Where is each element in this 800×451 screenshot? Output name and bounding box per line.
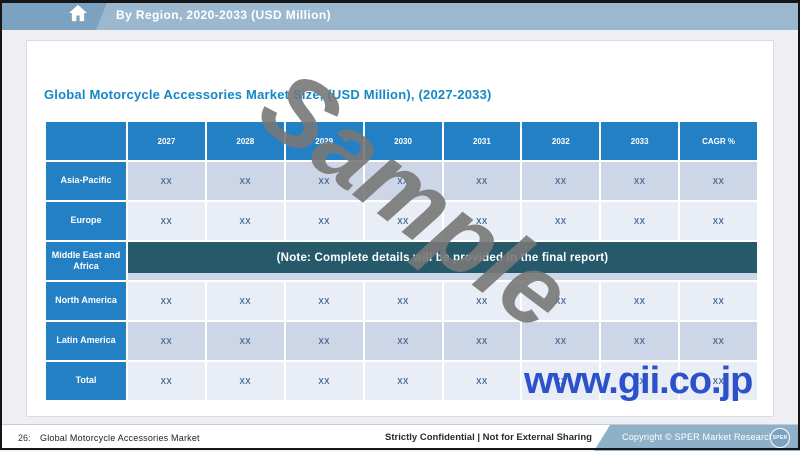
note-band: (Note: Complete details will be provided… — [128, 242, 757, 273]
cell-europe-2027: XX — [128, 202, 205, 240]
note-cell: (Note: Complete details will be provided… — [128, 242, 757, 280]
gii-watermark[interactable]: www.gii.co.jp — [524, 360, 753, 402]
cell-asia-pacific-2030: XX — [364, 162, 442, 200]
cell-total-2028: XX — [206, 362, 284, 400]
cell-north-america-2030: XX — [364, 282, 442, 320]
market-table: 2027 2028 2029 2030 2031 2032 2033 CAGR % Asia-P… — [46, 122, 757, 400]
content-card: Global Motorcycle Accessories Market Siz… — [26, 40, 774, 417]
home-icon — [68, 4, 88, 27]
cell-europe-2032: XX — [522, 202, 600, 240]
copyright-text: Copyright © SPER Market Research ® — [622, 432, 784, 442]
cell-europe-2031: XX — [443, 202, 521, 240]
cell-europe-2030: XX — [364, 202, 442, 240]
table-corner-cell — [46, 122, 126, 160]
cell-latin-america-2029: XX — [285, 322, 363, 360]
cell-asia-pacific-2029: XX — [285, 162, 363, 200]
row-label-asia-pacific: Asia-Pacific — [46, 162, 126, 200]
column-header-2030: 2030 — [364, 122, 442, 160]
home-button[interactable] — [66, 4, 90, 26]
cell-north-america-2029: XX — [285, 282, 363, 320]
cell-europe-cagr: XX — [680, 202, 757, 240]
cell-total-2031: XX — [443, 362, 521, 400]
column-header-2031: 2031 — [443, 122, 521, 160]
page-number: 26: — [18, 433, 31, 443]
cell-total-2030: XX — [364, 362, 442, 400]
cell-europe-2033: XX — [601, 202, 679, 240]
cell-asia-pacific-2027: XX — [128, 162, 205, 200]
topbar-title: By Region, 2020-2033 (USD Million) — [116, 8, 331, 22]
cell-asia-pacific-2031: XX — [443, 162, 521, 200]
column-header-2028: 2028 — [206, 122, 284, 160]
row-label-middle-east-and-africa: Middle East and Africa — [46, 242, 126, 280]
cell-asia-pacific-cagr: XX — [680, 162, 757, 200]
cell-north-america-2027: XX — [128, 282, 205, 320]
column-header-2033: 2033 — [601, 122, 679, 160]
cell-north-america-2031: XX — [443, 282, 521, 320]
footer-report-title: Global Motorcycle Accessories Market — [40, 433, 200, 443]
cell-asia-pacific-2032: XX — [522, 162, 600, 200]
column-header-cagr: CAGR % — [680, 122, 757, 160]
column-header-2027: 2027 — [128, 122, 205, 160]
row-label-total: Total — [46, 362, 126, 400]
cell-north-america-2032: XX — [522, 282, 600, 320]
row-label-north-america: North America — [46, 282, 126, 320]
cell-north-america-cagr: XX — [680, 282, 757, 320]
cell-latin-america-2033: XX — [601, 322, 679, 360]
sper-logo-badge: SPER — [770, 428, 790, 448]
footer: 26: Global Motorcycle Accessories Market… — [0, 424, 800, 451]
cell-north-america-2033: XX — [601, 282, 679, 320]
slide-title: Global Motorcycle Accessories Market Siz… — [44, 87, 492, 102]
cell-total-2029: XX — [285, 362, 363, 400]
cell-europe-2028: XX — [206, 202, 284, 240]
column-header-2029: 2029 — [285, 122, 363, 160]
topbar: By Region, 2020-2033 (USD Million) — [0, 0, 800, 30]
cell-latin-america-2032: XX — [522, 322, 600, 360]
row-label-latin-america: Latin America — [46, 322, 126, 360]
cell-latin-america-2027: XX — [128, 322, 205, 360]
cell-total-2027: XX — [128, 362, 205, 400]
cell-latin-america-2028: XX — [206, 322, 284, 360]
cell-asia-pacific-2033: XX — [601, 162, 679, 200]
row-label-europe: Europe — [46, 202, 126, 240]
cell-asia-pacific-2028: XX — [206, 162, 284, 200]
cell-latin-america-2030: XX — [364, 322, 442, 360]
cell-latin-america-cagr: XX — [680, 322, 757, 360]
column-header-2032: 2032 — [522, 122, 600, 160]
topbar-left-segment — [0, 0, 108, 30]
cell-total-2033: XX — [601, 362, 679, 400]
confidential-text: Strictly Confidential | Not for External… — [385, 432, 592, 443]
cell-europe-2029: XX — [285, 202, 363, 240]
copyright-band: Copyright © SPER Market Research ® SPER — [594, 425, 800, 451]
cell-latin-america-2031: XX — [443, 322, 521, 360]
cell-north-america-2028: XX — [206, 282, 284, 320]
cell-total-2032: XX — [522, 362, 600, 400]
cell-total-cagr: XX — [680, 362, 757, 400]
